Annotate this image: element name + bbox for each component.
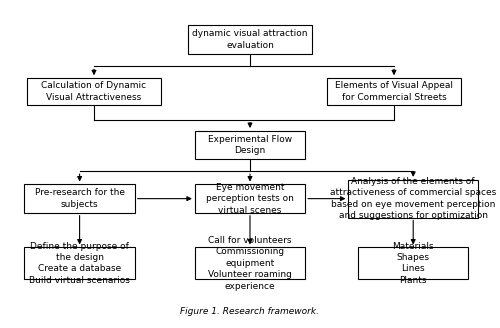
Text: Calculation of Dynamic
Visual Attractiveness: Calculation of Dynamic Visual Attractive… — [42, 81, 146, 102]
Text: Analysis of the elements of
attractiveness of commercial spaces
based on eye mov: Analysis of the elements of attractivene… — [330, 177, 496, 220]
Text: Pre-research for the
subjects: Pre-research for the subjects — [34, 188, 124, 209]
Text: Eye movement
perception tests on
virtual scenes: Eye movement perception tests on virtual… — [206, 183, 294, 215]
FancyBboxPatch shape — [358, 247, 469, 279]
FancyBboxPatch shape — [327, 78, 461, 105]
FancyBboxPatch shape — [188, 26, 312, 54]
FancyBboxPatch shape — [195, 247, 305, 279]
FancyBboxPatch shape — [24, 184, 135, 213]
FancyBboxPatch shape — [195, 184, 305, 213]
Text: Elements of Visual Appeal
for Commercial Streets: Elements of Visual Appeal for Commercial… — [335, 81, 453, 102]
Text: dynamic visual attraction
evaluation: dynamic visual attraction evaluation — [192, 30, 308, 50]
Text: Materials
Shapes
Lines
Plants: Materials Shapes Lines Plants — [392, 241, 434, 285]
Text: Figure 1. Research framework.: Figure 1. Research framework. — [180, 307, 320, 317]
FancyBboxPatch shape — [348, 180, 478, 217]
Text: Call for volunteers
Commissioning
equipment
Volunteer roaming
experience: Call for volunteers Commissioning equipm… — [208, 236, 292, 291]
Text: Experimental Flow
Design: Experimental Flow Design — [208, 135, 292, 155]
FancyBboxPatch shape — [24, 247, 135, 279]
FancyBboxPatch shape — [195, 131, 305, 159]
Text: Define the purpose of
the design
Create a database
Build virtual scenarios: Define the purpose of the design Create … — [29, 241, 130, 285]
FancyBboxPatch shape — [27, 78, 161, 105]
